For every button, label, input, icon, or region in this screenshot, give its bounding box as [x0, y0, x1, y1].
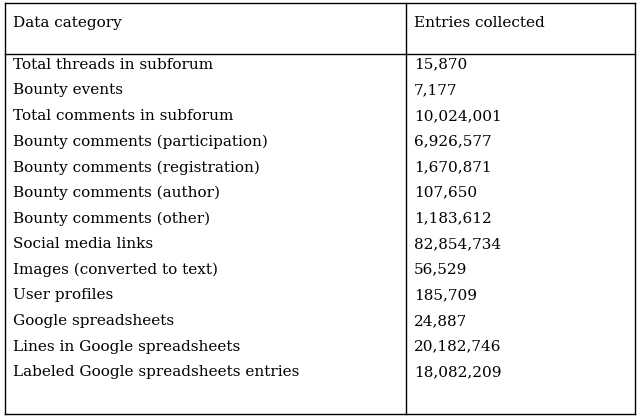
Text: 24,887: 24,887: [414, 314, 467, 328]
Text: 10,024,001: 10,024,001: [414, 109, 502, 123]
Text: Labeled Google spreadsheets entries: Labeled Google spreadsheets entries: [13, 365, 299, 379]
Text: Bounty comments (author): Bounty comments (author): [13, 186, 220, 200]
Text: 15,870: 15,870: [414, 58, 467, 72]
Text: Entries collected: Entries collected: [414, 16, 545, 30]
Text: Bounty comments (registration): Bounty comments (registration): [13, 160, 260, 175]
Text: Total threads in subforum: Total threads in subforum: [13, 58, 213, 72]
Text: User profiles: User profiles: [13, 289, 113, 302]
Text: 185,709: 185,709: [414, 289, 477, 302]
Text: Images (converted to text): Images (converted to text): [13, 263, 218, 277]
Text: Data category: Data category: [13, 16, 122, 30]
Text: 1,670,871: 1,670,871: [414, 160, 492, 174]
Text: 107,650: 107,650: [414, 186, 477, 200]
Text: Bounty comments (participation): Bounty comments (participation): [13, 135, 268, 149]
Text: 20,182,746: 20,182,746: [414, 339, 502, 354]
Text: Social media links: Social media links: [13, 237, 153, 251]
Text: 6,926,577: 6,926,577: [414, 135, 492, 148]
Text: Total comments in subforum: Total comments in subforum: [13, 109, 233, 123]
Text: Google spreadsheets: Google spreadsheets: [13, 314, 174, 328]
Text: Bounty events: Bounty events: [13, 83, 123, 97]
Text: Lines in Google spreadsheets: Lines in Google spreadsheets: [13, 339, 240, 354]
Text: 1,183,612: 1,183,612: [414, 211, 492, 226]
Text: Bounty comments (other): Bounty comments (other): [13, 211, 210, 226]
Text: 7,177: 7,177: [414, 83, 458, 97]
Text: 82,854,734: 82,854,734: [414, 237, 501, 251]
Text: 18,082,209: 18,082,209: [414, 365, 502, 379]
Text: 56,529: 56,529: [414, 263, 467, 277]
